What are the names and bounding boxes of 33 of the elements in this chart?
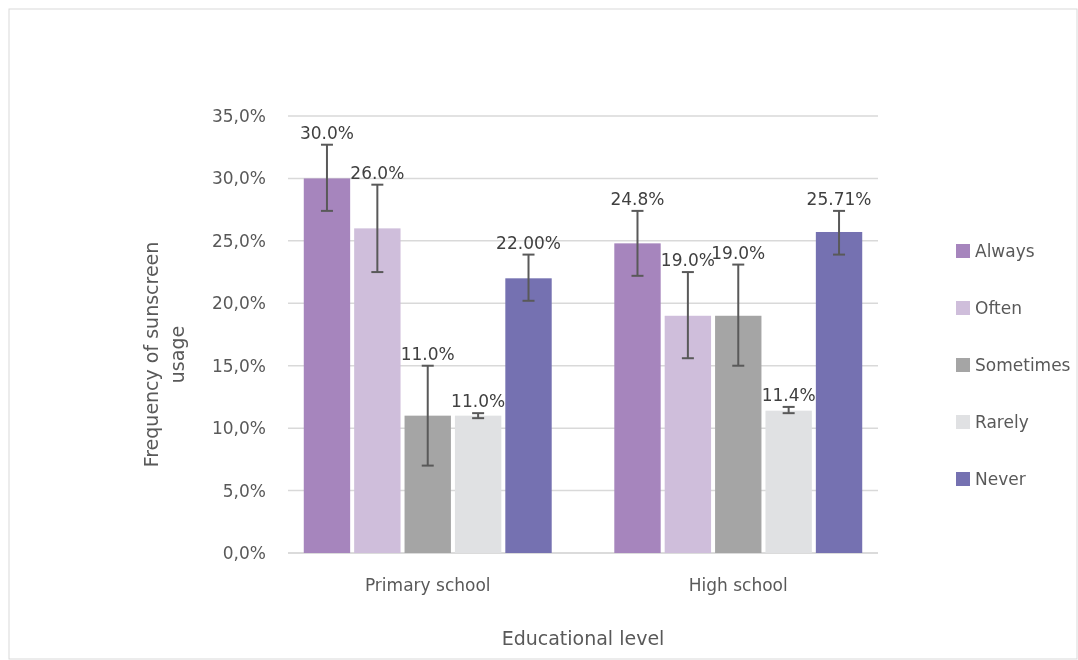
x-axis-title: Educational level: [501, 627, 665, 649]
x-tick-label: Primary school: [364, 575, 491, 595]
y-tick-label: 25,0%: [211, 230, 266, 251]
y-tick-label: 35,0%: [211, 105, 266, 126]
bar: [354, 228, 401, 553]
legend-label: Never: [975, 468, 1026, 489]
legend-label: Sometimes: [975, 354, 1071, 375]
y-axis-title: Frequency of sunscreen usage: [140, 241, 188, 468]
data-label: 30.0%: [299, 122, 354, 143]
y-tick-label: 20,0%: [211, 293, 266, 314]
legend-label: Always: [975, 240, 1035, 261]
data-label: 24.8%: [610, 188, 665, 209]
y-tick-label: 10,0%: [211, 418, 266, 439]
y-tick-label: 5,0%: [222, 480, 266, 501]
bar: [815, 231, 863, 553]
bar: [664, 315, 712, 553]
bar: [505, 278, 552, 553]
legend-label: Often: [975, 297, 1022, 318]
y-tick-label: 0,0%: [222, 542, 266, 563]
y-tick-label: 30,0%: [211, 168, 266, 189]
x-tick-label: High school: [688, 575, 788, 595]
legend-label: Rarely: [975, 411, 1029, 432]
data-label: 11.4%: [761, 384, 816, 405]
bar: [715, 315, 762, 553]
data-label: 22.00%: [496, 232, 561, 253]
bar: [303, 178, 351, 553]
data-label: 25.71%: [806, 188, 872, 209]
data-label: 11.0%: [400, 343, 455, 364]
data-label: 26.0%: [350, 162, 405, 183]
bar: [614, 243, 661, 553]
data-label: 11.0%: [451, 391, 506, 412]
bar: [404, 415, 451, 553]
y-tick-label: 15,0%: [211, 355, 266, 376]
